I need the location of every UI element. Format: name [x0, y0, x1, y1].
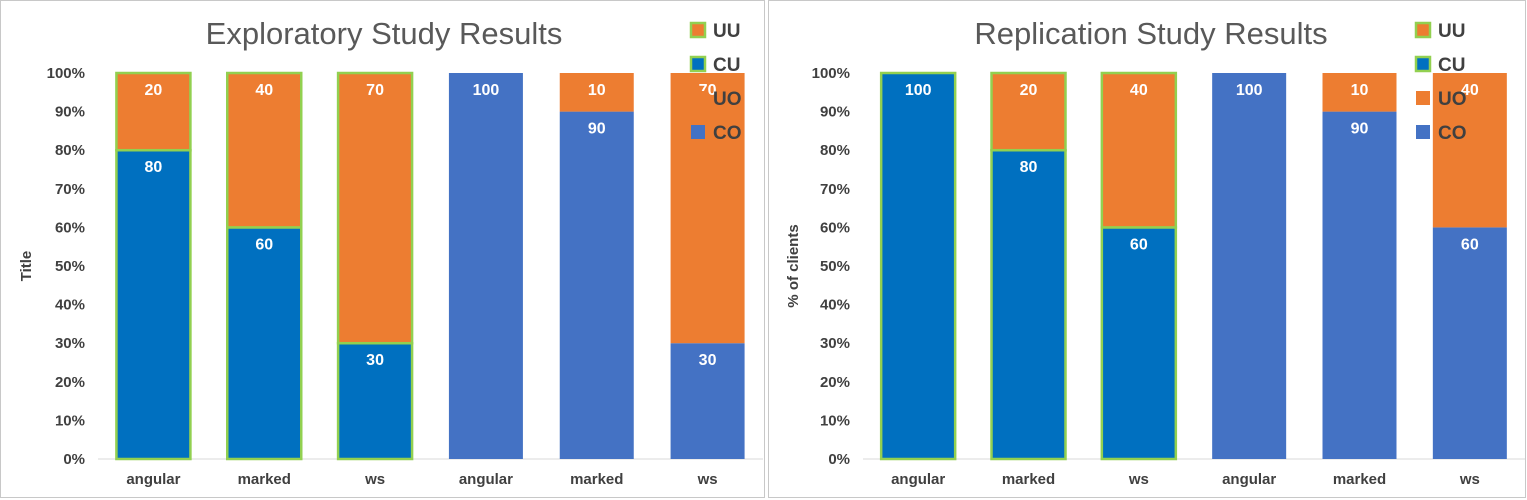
y-tick-label: 20% [820, 374, 850, 391]
bar-segment-uo [670, 73, 745, 344]
x-tick-label: marked [1002, 471, 1055, 488]
bar-segment-co [1212, 73, 1287, 459]
chart-title: Exploratory Study Results [206, 16, 563, 51]
chart-title: Replication Study Results [974, 16, 1327, 51]
y-tick-label: 10% [55, 412, 85, 429]
bar-segment-uu [1100, 71, 1178, 229]
bar-segment-cu [879, 71, 957, 461]
y-tick-label: 60% [55, 219, 85, 236]
y-axis-label: % of clients [785, 224, 802, 307]
legend-swatch-co [1416, 125, 1430, 139]
y-tick-label: 40% [55, 297, 85, 314]
legend-label-co: CO [713, 123, 742, 144]
x-tick-label: marked [238, 471, 291, 488]
y-tick-label: 0% [828, 451, 850, 468]
y-tick-label: 90% [820, 104, 850, 121]
x-tick-label: angular [459, 471, 513, 488]
y-tick-label: 100% [47, 65, 85, 82]
bar-segment-uo [1432, 73, 1507, 228]
x-tick-label: marked [1333, 471, 1386, 488]
y-tick-label: 0% [63, 451, 85, 468]
legend-swatch-uo [691, 91, 705, 105]
y-tick-label: 30% [820, 335, 850, 352]
data-label: 60 [1130, 236, 1148, 253]
x-tick-label: ws [1128, 471, 1149, 488]
data-label: 10 [588, 82, 606, 99]
data-label: 100 [905, 82, 932, 99]
legend-swatch-co [691, 125, 705, 139]
exploratory-chart-panel: Exploratory Study Results Title 0% 10% 20% 30… [0, 0, 765, 498]
y-tick-label: 70% [55, 181, 85, 198]
bar-segment-co [448, 73, 523, 459]
bar-segment-cu [115, 148, 192, 461]
legend-label-co: CO [1438, 123, 1467, 144]
x-tick-label: ws [1459, 471, 1480, 488]
replication-chart-panel: Replication Study Results % of clients 0% 1… [768, 0, 1526, 498]
bar-segment-uu [226, 71, 303, 229]
data-label: 80 [145, 159, 163, 176]
legend-label-cu: CU [1438, 55, 1465, 76]
data-label: 40 [255, 82, 273, 99]
bar-segment-co [1322, 111, 1397, 459]
bar-segment-uo [1322, 73, 1397, 112]
x-tick-label: angular [126, 471, 180, 488]
bar-segment-co [670, 343, 745, 459]
data-label: 60 [1461, 236, 1479, 253]
bar-segment-cu [226, 226, 303, 461]
data-label: 20 [145, 82, 163, 99]
legend-swatch-cu [1414, 55, 1432, 73]
bar-segment-uu [990, 71, 1067, 152]
y-tick-label: 50% [820, 258, 850, 275]
replication-chart: Replication Study Results % of clients 0% 1… [785, 16, 1525, 488]
legend-label-uo: UO [1438, 89, 1467, 110]
exploratory-chart: Exploratory Study Results Title 0% 10% 20% 30… [18, 16, 763, 488]
data-label: 90 [588, 121, 606, 138]
bar-segment-co [1432, 227, 1507, 459]
bar-segment-co [559, 111, 634, 459]
legend-label-uu: UU [1438, 21, 1465, 42]
y-tick-label: 80% [820, 142, 850, 159]
y-axis-label: Title [18, 251, 35, 282]
legend-swatch-uu [1414, 21, 1432, 39]
data-label: 10 [1351, 82, 1369, 99]
y-tick-label: 60% [820, 219, 850, 236]
bar-segment-cu [990, 148, 1067, 461]
data-label: 30 [366, 352, 384, 369]
data-label: 80 [1020, 159, 1038, 176]
x-tick-label: marked [570, 471, 623, 488]
legend-swatch-uu [689, 21, 707, 39]
legend-swatch-uo [1416, 91, 1430, 105]
bar-segment-uu [115, 71, 192, 152]
y-tick-label: 40% [820, 297, 850, 314]
data-label: 90 [1351, 121, 1369, 138]
data-label: 20 [1020, 82, 1038, 99]
data-label: 30 [699, 352, 717, 369]
legend-label-uo: UO [713, 89, 742, 110]
x-tick-label: angular [1222, 471, 1276, 488]
bar-segment-uu [336, 71, 414, 345]
y-tick-label: 90% [55, 104, 85, 121]
data-label: 60 [255, 236, 273, 253]
data-label: 70 [366, 82, 384, 99]
x-tick-label: ws [364, 471, 385, 488]
data-label: 40 [1130, 82, 1148, 99]
legend-swatch-cu [689, 55, 707, 73]
x-tick-label: ws [697, 471, 718, 488]
data-label: 100 [1236, 82, 1263, 99]
y-tick-label: 100% [812, 65, 850, 82]
y-tick-label: 80% [55, 142, 85, 159]
y-tick-label: 10% [820, 412, 850, 429]
y-tick-label: 20% [55, 374, 85, 391]
legend-label-uu: UU [713, 21, 740, 42]
bar-segment-uo [559, 73, 634, 112]
x-tick-label: angular [891, 471, 945, 488]
data-label: 100 [473, 82, 500, 99]
bar-segment-cu [1100, 226, 1178, 461]
y-tick-label: 30% [55, 335, 85, 352]
legend-label-cu: CU [713, 55, 740, 76]
data-label: 40 [1461, 82, 1479, 99]
y-tick-label: 70% [820, 181, 850, 198]
y-tick-label: 50% [55, 258, 85, 275]
